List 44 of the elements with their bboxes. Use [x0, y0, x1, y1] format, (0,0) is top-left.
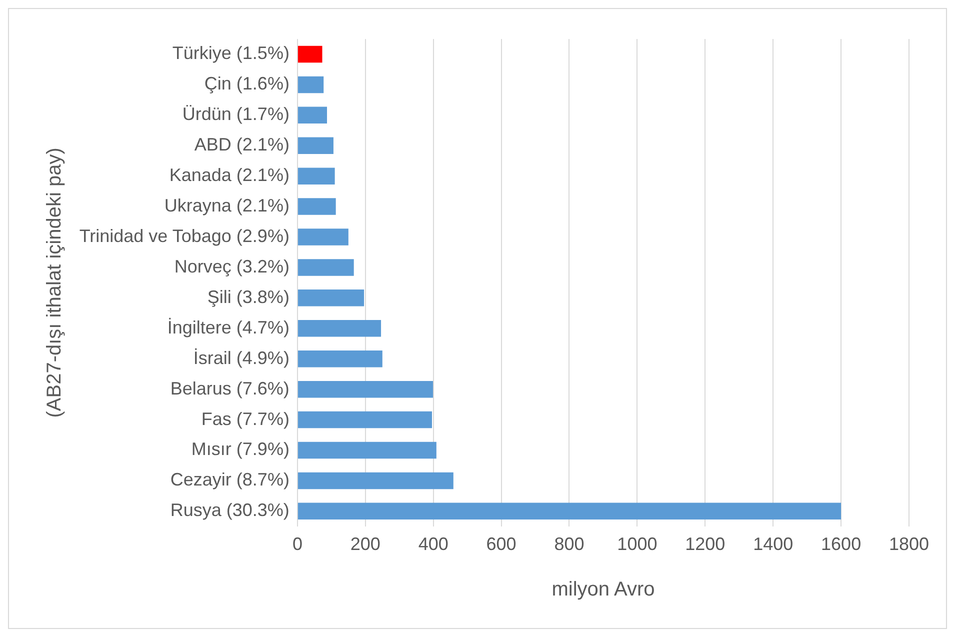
y-tick-label: İngiltere (4.7%) — [167, 317, 290, 338]
bar — [298, 168, 335, 184]
bar — [298, 502, 842, 520]
y-tick-label: Ürdün (1.7%) — [182, 104, 290, 124]
bar — [298, 259, 354, 276]
bar — [298, 290, 364, 306]
bar — [298, 411, 432, 428]
y-tick-label: Cezayir (8.7%) — [170, 470, 290, 490]
bar — [298, 472, 454, 490]
bar — [298, 350, 382, 368]
x-tick-label: 1800 — [888, 534, 930, 554]
x-tick-label: 200 — [350, 534, 380, 554]
y-tick-label: Ukrayna (2.1%) — [164, 196, 290, 216]
bar — [298, 442, 436, 459]
bar — [298, 46, 322, 63]
x-tick-label: 1200 — [685, 534, 726, 554]
x-tick-label: 1000 — [617, 534, 658, 554]
y-tick-label: Türkiye (1.5%) — [172, 43, 290, 64]
y-tick-label: Trinidad ve Tobago (2.9%) — [79, 226, 290, 246]
x-tick-label: 400 — [418, 534, 448, 554]
bar — [298, 228, 348, 246]
x-tick-label: 1600 — [821, 534, 862, 554]
y-tick-label: Fas (7.7%) — [201, 408, 290, 429]
y-tick-label: ABD (2.1%) — [194, 134, 290, 155]
bar — [298, 137, 334, 154]
x-tick-label: 800 — [554, 534, 584, 554]
bar — [298, 320, 382, 337]
y-tick-label: Çin (1.6%) — [204, 74, 290, 94]
x-tick-label: 0 — [292, 534, 302, 554]
y-tick-label: Kanada (2.1%) — [169, 165, 290, 186]
y-tick-label: Norveç (3.2%) — [174, 256, 290, 276]
y-tick-label: İsrail (4.9%) — [193, 348, 290, 368]
bar — [298, 76, 324, 94]
bar — [298, 106, 328, 124]
y-tick-label: Belarus (7.6%) — [170, 378, 290, 398]
x-tick-label: 600 — [486, 534, 516, 554]
bar — [298, 380, 434, 398]
y-tick-label: Şili (3.8%) — [207, 286, 290, 307]
y-axis-title: (AB27-dışı ithalat içindeki pay) — [44, 148, 66, 418]
y-tick-label: Rusya (30.3%) — [170, 500, 290, 520]
y-tick-label: Mısır (7.9%) — [191, 439, 290, 460]
x-axis-title: milyon Avro — [552, 578, 655, 601]
bar — [298, 198, 336, 215]
x-tick-label: 1400 — [753, 534, 794, 554]
